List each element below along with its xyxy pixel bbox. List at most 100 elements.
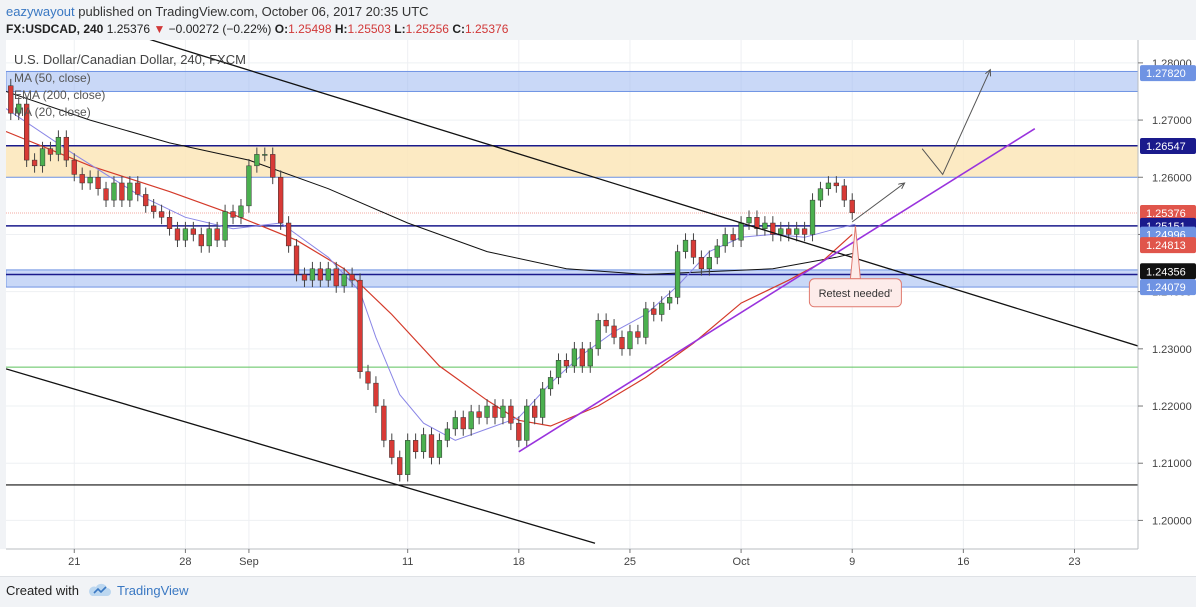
candle-body [524,405,530,441]
x-tick-label: 23 [1068,556,1080,568]
low-label: L: [394,22,406,36]
candle-body [579,348,585,367]
price-label-bg [1140,263,1196,280]
candle-body [603,319,609,327]
candle-body [365,371,371,384]
candle-body [778,228,784,235]
candle [444,422,451,448]
candle-body [555,360,562,378]
close-value: 1.25376 [464,22,509,36]
candle [762,216,768,236]
legend-title: U.S. Dollar/Canadian Dollar, 240, FXCM [14,52,246,67]
candle [293,239,300,282]
candle [555,353,562,385]
candle [333,261,339,293]
candle [571,341,578,373]
candle [643,301,649,345]
trend-line-purple [518,127,1036,453]
candle-body [627,331,633,350]
candle [619,330,625,356]
candle-body [619,337,625,350]
candle-body [127,182,133,201]
author-link[interactable]: eazywayout [6,4,75,19]
candle-body [63,136,69,161]
y-axis [1138,40,1196,576]
price-label-text: 1.27820 [1146,68,1186,80]
x-tick-label: 16 [957,556,969,568]
x-tick-label: 21 [68,556,80,568]
candle-body [682,239,689,252]
candle-body [16,103,22,114]
candle [206,221,212,253]
candle [817,181,824,207]
candle [214,221,220,248]
candle [95,170,101,196]
last-price: 1.25376 [106,22,151,36]
candle [103,181,109,207]
candle-body [539,388,546,418]
candle [484,399,490,425]
candle [849,193,855,220]
candle [532,399,538,425]
candle-body [794,228,800,235]
candle [420,427,427,459]
price-label-text: 1.24813 [1146,240,1186,252]
candle-body [230,211,236,218]
candle [603,313,609,333]
candle-body [817,188,824,201]
candle-body [119,182,125,201]
candle [16,97,22,121]
candle [706,250,712,276]
candle [174,221,181,248]
candle-body [762,222,768,229]
candle [659,296,665,322]
candle [635,324,641,345]
candle-body [24,103,30,161]
candle [524,399,530,448]
candle-body [111,182,117,201]
candle-body [825,182,832,189]
candle-body [428,434,435,458]
candle [468,404,474,436]
candle-body [357,279,363,372]
candle [198,227,204,253]
candle-body [270,154,276,178]
candle [579,341,585,373]
candle-body [206,228,212,247]
candle-body [500,405,506,418]
tradingview-brand[interactable]: TradingView [117,583,189,598]
candle-body [246,165,252,207]
x-tick-label: 9 [849,556,855,568]
projection-arrow [921,70,990,176]
candle [341,267,347,293]
candle-body [809,199,816,235]
candle [746,210,752,230]
candle [143,187,149,213]
candle [119,176,125,207]
candle [563,353,570,373]
price-label: 1.25376 [1140,204,1196,221]
candle-body [95,177,101,189]
candle-body [571,348,578,367]
candle [47,141,54,162]
price-label-text: 1.24356 [1146,266,1186,278]
candle-body [516,422,522,441]
candle [674,244,681,305]
price-chart[interactable]: Retest needed' U.S. Dollar/Canadian Dolla… [0,40,1196,576]
candle [39,141,46,173]
candle [682,233,689,259]
candle-body [198,234,204,247]
candle [87,170,93,190]
candle-body [754,217,760,229]
ma50-line [6,91,856,276]
candle-body [476,411,482,418]
chart-header: eazywayout published on TradingView.com,… [0,0,1196,40]
zone-orange [6,145,1138,178]
candle [158,204,165,225]
y-tick-label: 1.21000 [1152,458,1192,470]
candle-body [182,228,189,241]
candle-body [8,85,14,114]
candle-body [508,405,514,424]
candle [63,130,69,167]
candle-body [547,377,554,390]
